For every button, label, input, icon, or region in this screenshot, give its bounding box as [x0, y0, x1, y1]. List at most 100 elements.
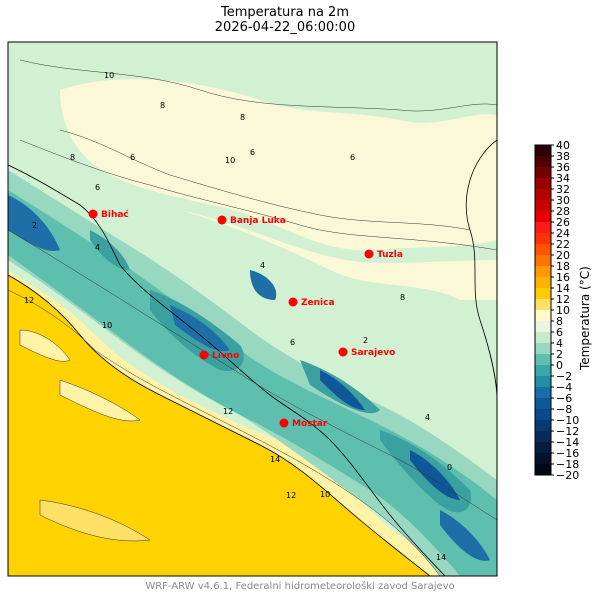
- colorbar-tick-label: 6: [556, 325, 563, 339]
- adriatic-sea: [8, 275, 430, 576]
- contour-label: 10: [102, 321, 112, 330]
- city-marker-mostar[interactable]: [279, 418, 289, 428]
- contour-label: 8: [160, 101, 165, 110]
- colorbar-tick-label: 4: [556, 336, 563, 350]
- colorbar-swatch: [535, 409, 551, 421]
- colorbar-tick-label: 18: [556, 259, 570, 273]
- cold-core-6: [320, 370, 365, 410]
- colorbar-swatch: [535, 200, 551, 212]
- contour-label: 0: [447, 463, 452, 472]
- city-marker-banja-luka[interactable]: [217, 215, 227, 225]
- colorbar-swatch: [535, 332, 551, 344]
- colorbar-tick-label: 8: [556, 314, 563, 328]
- city-marker-tuzla[interactable]: [364, 249, 374, 259]
- colorbar-swatch: [535, 431, 551, 443]
- colorbar-swatch: [535, 387, 551, 399]
- colorbar-tick-label: 32: [556, 182, 570, 196]
- city-markers: Bihać Banja Luka Tuzla Zenica Livno Sara…: [88, 209, 403, 429]
- cold-core-10: [90, 230, 130, 270]
- contour-label: 8: [70, 153, 75, 162]
- colorbar-swatch: [535, 299, 551, 311]
- colorbar-tick-label: −18: [556, 457, 580, 471]
- city-label-tuzla: Tuzla: [377, 250, 403, 260]
- contour-label: 6: [250, 148, 255, 157]
- contour-label: 10: [320, 490, 330, 499]
- colorbar-swatch: [535, 178, 551, 190]
- contour-label: 6: [290, 338, 295, 347]
- contour-4: [8, 289, 441, 576]
- contour-label: 12: [24, 296, 34, 305]
- cold-core-3: [170, 305, 230, 351]
- colorbar-title: Temperatura (°C): [578, 266, 592, 370]
- colorbar-swatch: [535, 266, 551, 278]
- city-label-bihac: Bihać: [101, 209, 129, 220]
- colorbar-tick-label: 24: [556, 226, 570, 240]
- colorbar-tick-label: 20: [556, 248, 570, 262]
- colorbar-swatch: [535, 442, 551, 454]
- city-marker-zenica[interactable]: [288, 297, 298, 307]
- cold-core-8: [410, 450, 460, 500]
- city-marker-sarajevo[interactable]: [338, 347, 348, 357]
- contour-label: 2: [32, 221, 37, 230]
- colorbar-tick-label: −4: [556, 380, 573, 394]
- colorbar-tick-label: 36: [556, 160, 570, 174]
- contour-label: 10: [225, 156, 235, 165]
- contour-label: 2: [363, 336, 368, 345]
- colorbar-tick-label: 14: [556, 281, 570, 295]
- colorbar-swatch: [535, 211, 551, 223]
- colorbar-swatch: [535, 310, 551, 322]
- cold-core-4: [250, 270, 277, 300]
- colorbar-tick-label: 38: [556, 149, 570, 163]
- colorbar-swatch: [535, 145, 551, 157]
- colorbar-tick-label: 28: [556, 204, 570, 218]
- colorbar-swatch: [535, 365, 551, 377]
- contour-5: [59, 129, 471, 231]
- city-label-mostar: Mostar: [292, 419, 328, 429]
- island-2: [59, 379, 141, 422]
- colorbar-tick-label: −10: [556, 413, 580, 427]
- island-1: [19, 329, 71, 362]
- colorbar-swatch: [535, 343, 551, 355]
- colorbar-swatch: [535, 420, 551, 432]
- colorbar-swatch: [535, 167, 551, 179]
- colorbar-swatch: [535, 222, 551, 234]
- contour-label: 14: [270, 455, 280, 464]
- credit-footer: WRF-ARW v4.6.1, Federalni hidrometeorolo…: [145, 581, 455, 592]
- contour-label: 8: [400, 293, 405, 302]
- colorbar-swatch: [535, 244, 551, 256]
- contour-label-group: 10 8 8 6 6 4 6 10 8 6 12 10 2 4 6 8 12 1…: [24, 71, 452, 562]
- cold-core-9: [440, 510, 490, 561]
- contour-label: 6: [350, 153, 355, 162]
- colorbar-tick-label: −2: [556, 369, 573, 383]
- colorbar-swatch: [535, 354, 551, 366]
- border-line: [8, 164, 446, 576]
- colorbar-tick-label: 0: [556, 358, 563, 372]
- contour-label: 4: [260, 261, 265, 270]
- map-title: Temperatura na 2m: [220, 5, 349, 20]
- contour-label: 6: [130, 153, 135, 162]
- city-marker-livno[interactable]: [199, 350, 209, 360]
- contour-label: 14: [436, 553, 446, 562]
- contour-label: 4: [95, 243, 100, 252]
- colorbar-tick-label: −6: [556, 391, 573, 405]
- colorbar-tick-label: −12: [556, 424, 580, 438]
- colorbar-tick-label: −14: [556, 435, 580, 449]
- colorbar-swatch: [535, 398, 551, 410]
- colorbar-tick-label: 12: [556, 292, 570, 306]
- colorbar-tick-label: −16: [556, 446, 580, 460]
- island-3: [39, 499, 151, 542]
- city-label-sarajevo: Sarajevo: [351, 348, 395, 358]
- colorbar-tick-label: −20: [556, 468, 580, 482]
- contour-label: 8: [240, 113, 245, 122]
- colorbar-tick-label: 34: [556, 171, 570, 185]
- colorbar-swatch: [535, 277, 551, 289]
- colorbar-tick-label: 26: [556, 215, 570, 229]
- east-border: [465, 139, 497, 401]
- coastline: [8, 274, 431, 576]
- colorbar-swatch: [535, 376, 551, 388]
- city-marker-bihac[interactable]: [88, 209, 98, 219]
- colorbar-swatch: [535, 453, 551, 465]
- contour-3: [8, 229, 497, 521]
- colorbar-tick-label: 30: [556, 193, 570, 207]
- warm-cream-zone: [60, 79, 497, 251]
